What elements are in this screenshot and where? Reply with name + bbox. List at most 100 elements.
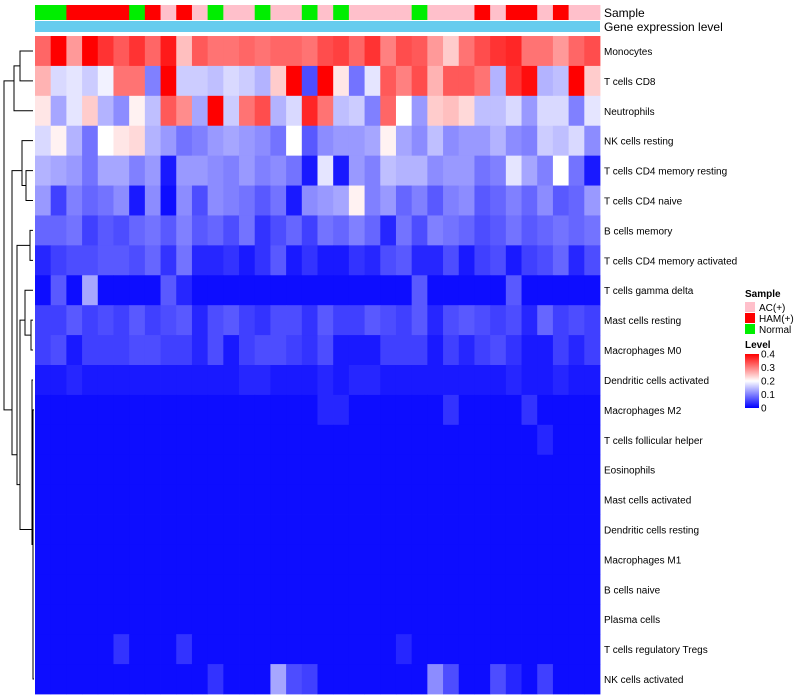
- heatmap-cell: [411, 155, 428, 186]
- heatmap-cell: [239, 634, 256, 665]
- heatmap-cell: [521, 365, 538, 396]
- heatmap-cell: [286, 215, 303, 246]
- dendrogram-branch: [16, 244, 30, 486]
- heatmap-cell: [113, 574, 130, 605]
- heatmap-cell: [223, 65, 240, 97]
- sample-cell: [348, 5, 365, 20]
- heatmap-cell: [223, 574, 240, 605]
- heatmap-cell: [129, 275, 146, 306]
- heatmap-cell: [113, 544, 130, 575]
- heatmap-cell: [35, 664, 52, 695]
- sample-cell: [270, 5, 287, 20]
- heatmap-cell: [490, 424, 507, 456]
- heatmap-cell: [474, 245, 491, 276]
- heatmap-cell: [82, 365, 99, 396]
- heatmap-cell: [207, 305, 224, 336]
- heatmap-cell: [35, 215, 52, 246]
- heatmap-cell: [348, 335, 365, 366]
- heatmap-cell: [490, 484, 507, 515]
- heatmap-cell: [380, 335, 397, 366]
- heatmap-cell: [286, 394, 303, 426]
- heatmap-cell: [584, 365, 601, 396]
- heatmap-cell: [191, 664, 209, 695]
- heatmap-cell: [239, 335, 256, 366]
- heatmap-cell: [443, 36, 460, 67]
- heatmap-cell: [191, 65, 209, 97]
- heatmap-cell: [505, 36, 522, 67]
- heatmap-cell: [35, 155, 52, 186]
- heatmap-cell: [35, 634, 52, 665]
- heatmap-cell: [584, 36, 601, 67]
- row-label: T cells CD4 memory resting: [604, 167, 727, 178]
- heatmap-cell: [35, 245, 52, 276]
- heatmap-cell: [380, 604, 397, 635]
- heatmap-cell: [521, 664, 538, 695]
- heatmap-cell: [66, 155, 83, 186]
- heatmap-cell: [113, 604, 130, 635]
- heatmap-cell: [270, 275, 287, 306]
- heatmap-cell: [348, 155, 365, 186]
- heatmap-cell: [333, 95, 350, 127]
- heatmap-cell: [50, 36, 67, 67]
- heatmap-cell: [537, 335, 554, 366]
- heatmap-cell: [66, 125, 83, 157]
- heatmap-cell: [474, 574, 491, 605]
- heatmap-cell: [348, 574, 365, 605]
- heatmap-cell: [286, 125, 303, 157]
- heatmap-cell: [191, 484, 209, 515]
- heatmap-cell: [254, 365, 271, 396]
- heatmap-cell: [568, 454, 585, 486]
- heatmap-cell: [552, 245, 570, 276]
- legend-sample-label: HAM(+): [759, 314, 794, 325]
- heatmap-cell: [144, 574, 161, 605]
- heatmap-cell: [254, 424, 271, 456]
- heatmap-cell: [584, 215, 601, 246]
- heatmap-cell: [333, 215, 350, 246]
- sample-cell: [364, 5, 381, 20]
- sample-cell: [239, 5, 256, 20]
- heatmap-cell: [254, 664, 271, 695]
- heatmap-cell: [537, 484, 554, 515]
- heatmap-cell: [443, 215, 460, 246]
- heatmap-cell: [443, 65, 460, 97]
- heatmap-cell: [144, 65, 161, 97]
- heatmap-cell: [521, 125, 538, 157]
- heatmap-cell: [584, 245, 601, 276]
- legend-level-tick: 0: [761, 404, 767, 415]
- heatmap-cell: [239, 305, 256, 336]
- heatmap-cell: [505, 275, 522, 306]
- heatmap-cell: [505, 245, 522, 276]
- sample-cell: [254, 5, 271, 20]
- heatmap-cell: [521, 394, 538, 426]
- heatmap-cell: [584, 664, 601, 695]
- heatmap-cell: [254, 185, 271, 216]
- heatmap-cell: [286, 514, 303, 545]
- heatmap-cell: [348, 185, 365, 216]
- heatmap-cell: [113, 125, 130, 157]
- heatmap-cell: [82, 335, 99, 366]
- heatmap-cell: [66, 424, 83, 456]
- heatmap-cell: [270, 424, 287, 456]
- heatmap-cell: [333, 484, 350, 515]
- heatmap-cell: [348, 424, 365, 456]
- heatmap-cell: [301, 664, 318, 695]
- heatmap-cell: [333, 185, 350, 216]
- legend-level-tick: 0.1: [761, 390, 775, 401]
- heatmap-cell: [270, 215, 287, 246]
- dendrogram-branch: [11, 170, 22, 456]
- heatmap-cell: [348, 95, 365, 127]
- heatmap-cell: [176, 305, 193, 336]
- heatmap-cell: [129, 514, 146, 545]
- heatmap-cell: [270, 394, 287, 426]
- heatmap-cell: [364, 36, 381, 67]
- heatmap-cell: [129, 484, 146, 515]
- heatmap-cell: [380, 215, 397, 246]
- heatmap-cell: [521, 604, 538, 635]
- row-labels: Monocytes T cells CD8 Neutrophils NK cells …: [604, 47, 737, 686]
- heatmap-cell: [584, 65, 601, 97]
- sample-cell: [474, 5, 491, 20]
- row-label: T cells regulatory Tregs: [604, 645, 708, 656]
- heatmap-cell: [35, 95, 52, 127]
- heatmap-cell: [144, 454, 161, 486]
- heatmap-cell: [82, 155, 99, 186]
